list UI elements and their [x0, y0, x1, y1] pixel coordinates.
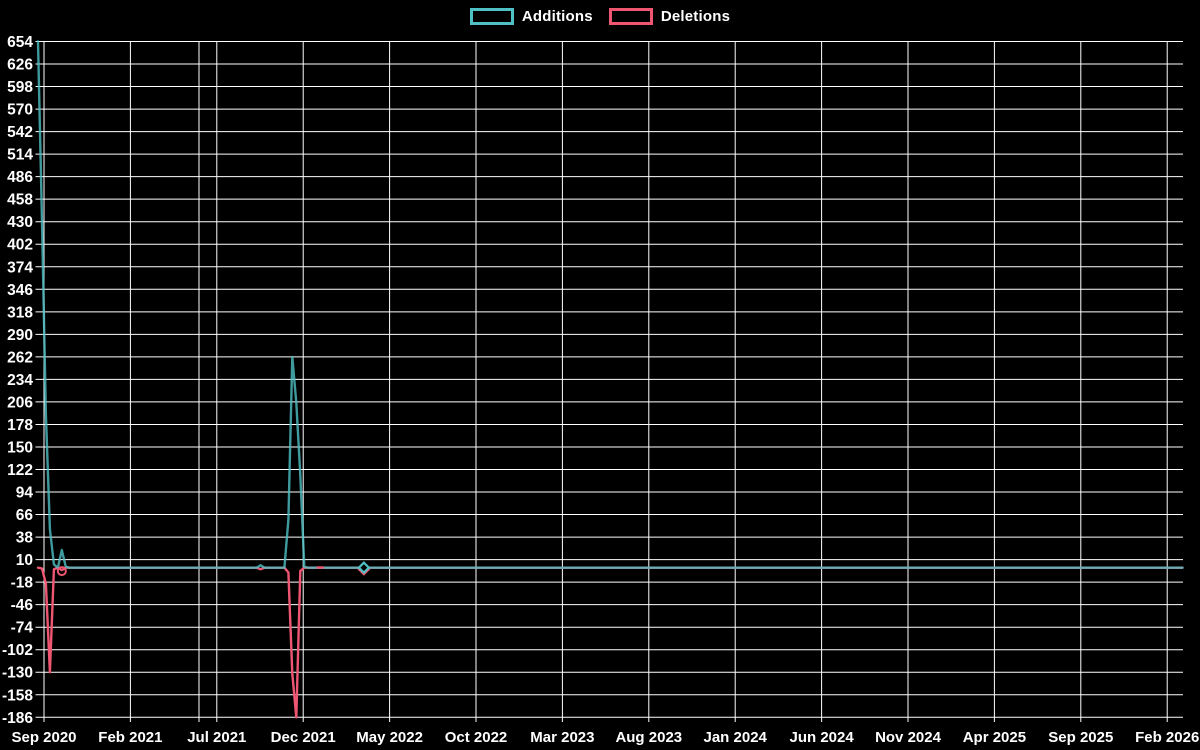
- y-axis-tick-label: 486: [7, 169, 33, 186]
- y-axis-tick-label: 598: [7, 79, 33, 96]
- additions-point-diamond-icon: [357, 561, 371, 575]
- x-axis-tick-label: Aug 2023: [615, 729, 682, 746]
- x-axis-tick-label: Mar 2023: [530, 729, 594, 746]
- x-axis-tick-label: Feb 2026: [1135, 729, 1199, 746]
- additions-line: [36, 40, 1184, 569]
- y-axis-tick-label: 430: [7, 214, 33, 231]
- y-axis-tick-label: -46: [11, 597, 34, 614]
- y-axis-tick-label: 402: [7, 237, 33, 254]
- y-axis-tick-label: -186: [2, 710, 33, 727]
- x-axis-tick-label: Apr 2025: [963, 729, 1026, 746]
- deletions-point-circle-icon: [56, 566, 67, 577]
- legend-label-deletions: Deletions: [660, 8, 731, 25]
- y-axis-tick-label: 122: [7, 462, 33, 479]
- x-axis-tick-label: Nov 2024: [875, 729, 942, 746]
- y-axis-tick-label: 542: [7, 124, 33, 141]
- y-axis-tick-label: 458: [7, 192, 33, 209]
- y-axis-tick-label: 570: [7, 102, 33, 119]
- y-axis-tick-label: -158: [2, 687, 33, 704]
- additions-swatch-icon: [469, 8, 514, 25]
- y-axis-tick-label: 94: [16, 485, 34, 502]
- chart-legend: Additions Deletions: [0, 8, 1200, 25]
- y-axis-tick-label: 654: [7, 34, 33, 51]
- y-axis-tick-label: 318: [7, 304, 33, 321]
- y-axis-tick-label: 626: [7, 57, 33, 74]
- legend-label-additions: Additions: [521, 8, 593, 25]
- y-axis-tick-label: 346: [7, 282, 33, 299]
- legend-item-additions[interactable]: Additions: [469, 8, 593, 25]
- y-axis-tick-label: 206: [7, 394, 33, 411]
- x-axis-tick-label: Jan 2024: [704, 729, 768, 746]
- y-axis-tick-label: 514: [7, 147, 33, 164]
- y-axis-tick-label: -74: [11, 620, 34, 637]
- deletions-swatch-icon: [608, 8, 653, 25]
- y-axis-tick-label: -18: [11, 575, 34, 592]
- x-axis-tick-label: Dec 2021: [271, 729, 336, 746]
- legend-item-deletions[interactable]: Deletions: [608, 8, 731, 25]
- deletions-point-dash-icon: [316, 566, 324, 569]
- y-axis-tick-label: 262: [7, 349, 33, 366]
- y-axis-tick-label: 178: [7, 417, 33, 434]
- y-axis-tick-label: 10: [16, 552, 33, 569]
- y-axis-tick-label: -130: [2, 665, 33, 682]
- x-axis-tick-label: Feb 2021: [98, 729, 162, 746]
- y-axis-tick-label: 150: [7, 439, 33, 456]
- y-axis-tick-label: 290: [7, 327, 33, 344]
- x-axis-tick-label: Sep 2025: [1048, 729, 1113, 746]
- x-axis-tick-label: Jul 2021: [187, 729, 246, 746]
- x-axis-tick-label: Jun 2024: [789, 729, 854, 746]
- y-axis-tick-label: 66: [16, 507, 34, 524]
- x-axis-tick-label: Oct 2022: [445, 729, 508, 746]
- x-axis-tick-label: May 2022: [356, 729, 423, 746]
- y-axis-tick-label: 38: [16, 530, 34, 547]
- y-axis-tick-label: -102: [2, 642, 33, 659]
- y-axis-tick-label: 374: [7, 259, 33, 276]
- y-axis-tick-label: 234: [7, 372, 33, 389]
- x-axis-tick-label: Sep 2020: [11, 729, 76, 746]
